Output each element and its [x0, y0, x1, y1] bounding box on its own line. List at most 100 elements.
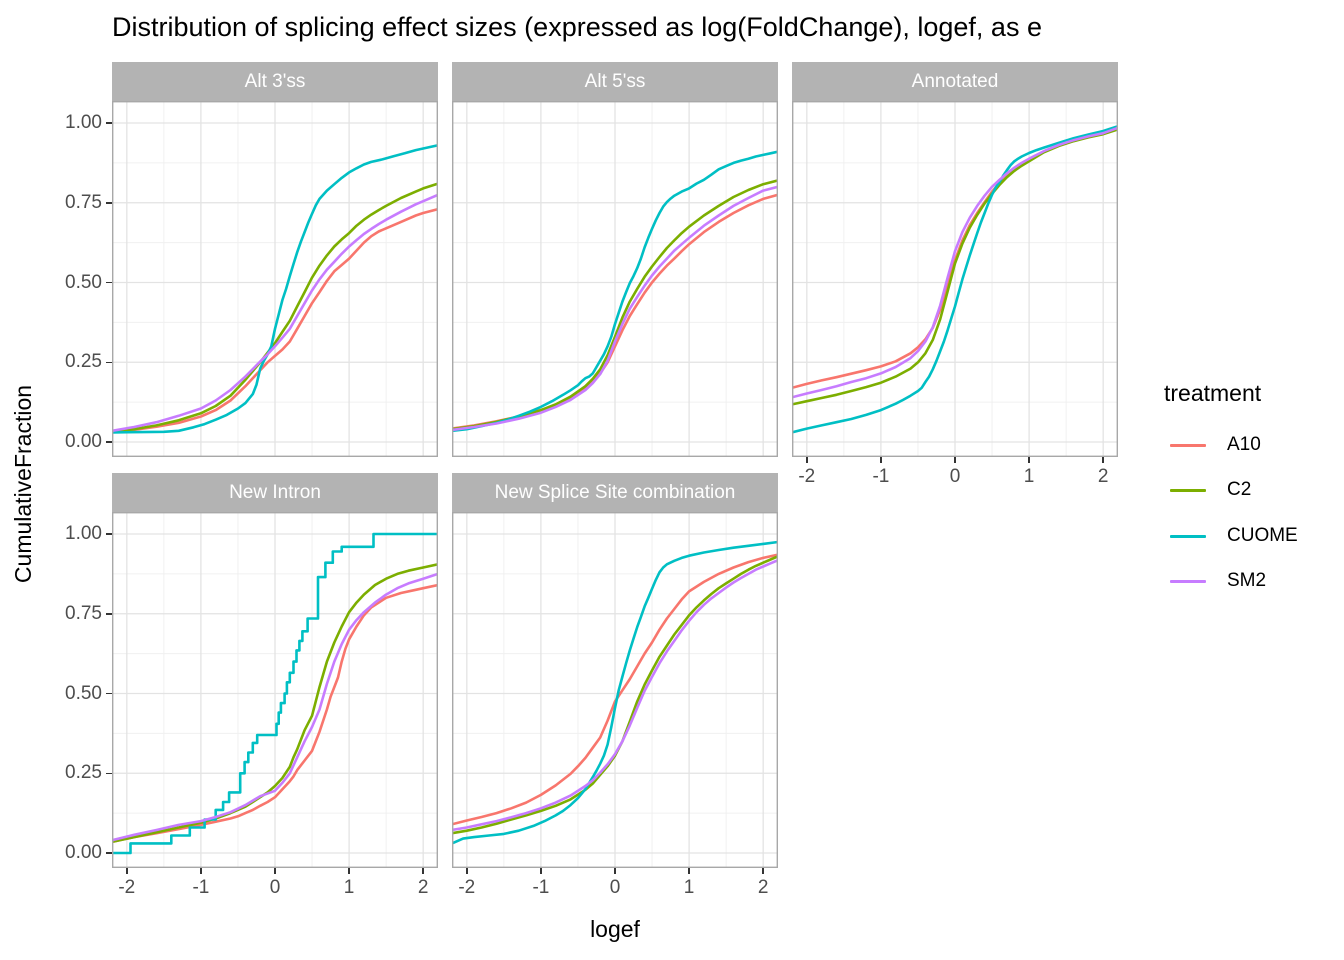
- legend-item-label: SM2: [1227, 570, 1267, 592]
- facet-strip-label: New Intron: [229, 482, 321, 503]
- ecdf-curve-c2: [452, 555, 778, 835]
- facet-strip-label: Annotated: [911, 71, 999, 92]
- y-tick-label: 0.00: [65, 842, 102, 863]
- chart-title: Distribution of splicing effect sizes (e…: [112, 12, 1042, 42]
- y-tick-label: 0.75: [65, 191, 102, 213]
- x-tick-label: 2: [757, 877, 769, 898]
- ecdf-curve-c2: [452, 179, 778, 431]
- y-tick-mark: [106, 533, 112, 535]
- legend-key-line: [1170, 444, 1206, 447]
- ecdf-curve-sm2: [112, 572, 438, 842]
- panel-border: [452, 101, 778, 457]
- legend-item-label: A10: [1227, 434, 1261, 455]
- facet-strip: Alt 5'ss: [452, 62, 778, 101]
- x-tick-mark: [422, 868, 424, 874]
- facet-strip-label: Alt 3'ss: [244, 71, 306, 92]
- y-tick-mark: [106, 772, 112, 774]
- x-tick-label: 0: [269, 877, 281, 898]
- x-tick-mark: [466, 868, 468, 874]
- x-tick-label: 0: [609, 877, 621, 898]
- facet-plot-area: [792, 101, 1118, 457]
- x-tick-label: 0: [949, 466, 961, 487]
- ecdf-curve-cuome: [112, 532, 438, 855]
- ecdf-curve-sm2: [452, 559, 778, 832]
- panel-border: [112, 512, 438, 868]
- x-tick-mark: [688, 868, 690, 874]
- legend-item-sm2: SM2: [1160, 567, 1344, 595]
- facet-plot-area: [112, 512, 438, 868]
- x-tick-label: 2: [417, 877, 429, 898]
- facet-strip: New Splice Site combination: [452, 473, 778, 512]
- x-tick-label: -1: [872, 466, 890, 487]
- ecdf-curve-cuome: [112, 144, 438, 434]
- x-tick-mark: [274, 868, 276, 874]
- facet-plot-area: [452, 512, 778, 868]
- y-tick-mark: [106, 281, 112, 284]
- panel-border: [452, 512, 778, 868]
- x-tick-label: -1: [532, 877, 550, 898]
- x-tick-mark: [126, 868, 128, 874]
- y-tick-mark: [106, 361, 112, 363]
- x-tick-mark: [1028, 457, 1030, 463]
- facet-plot-area: [452, 101, 778, 457]
- y-tick-label: 1.00: [65, 112, 102, 133]
- facet-strip: Alt 3'ss: [112, 62, 438, 101]
- y-tick-label: 0.25: [65, 762, 102, 784]
- x-tick-label: -2: [118, 877, 136, 898]
- facet-strip-label: New Splice Site combination: [494, 482, 736, 503]
- facet-strip-label: Alt 5'ss: [584, 71, 646, 92]
- legend-item-a10: A10: [1160, 431, 1344, 459]
- ecdf-curve-cuome: [792, 124, 1118, 434]
- x-tick-label: -2: [458, 877, 476, 898]
- ecdf-curve-cuome: [452, 150, 778, 433]
- ecdf-curve-a10: [112, 583, 438, 844]
- y-tick-mark: [106, 202, 112, 204]
- panel-border: [792, 101, 1118, 457]
- y-tick-mark: [106, 852, 112, 854]
- x-tick-label: -2: [798, 466, 816, 487]
- legend-item-cuome: CUOME: [1160, 522, 1344, 550]
- x-tick-label: -1: [192, 877, 210, 898]
- x-tick-label: 1: [343, 877, 355, 898]
- x-axis-title: logef: [590, 916, 640, 942]
- legend-key-line: [1170, 489, 1206, 493]
- x-tick-mark: [200, 868, 202, 874]
- ecdf-curve-cuome: [452, 540, 778, 845]
- y-tick-mark: [106, 613, 112, 615]
- x-tick-mark: [1102, 457, 1104, 463]
- facet-strip: Annotated: [792, 62, 1118, 101]
- x-tick-label: 2: [1097, 466, 1109, 487]
- y-tick-label: 0.50: [65, 271, 102, 293]
- x-tick-mark: [954, 457, 956, 463]
- legend-item-label: CUOME: [1227, 524, 1298, 546]
- y-axis-title: CumulativeFraction: [10, 384, 36, 584]
- legend-key-line: [1170, 580, 1206, 584]
- x-tick-mark: [614, 868, 616, 874]
- y-tick-mark: [106, 692, 112, 695]
- legend-title: treatment: [1164, 380, 1262, 406]
- x-tick-label: 1: [1023, 466, 1035, 487]
- x-tick-mark: [348, 868, 350, 874]
- x-tick-mark: [762, 868, 764, 874]
- ecdf-curve-sm2: [792, 126, 1118, 399]
- x-tick-mark: [540, 868, 542, 874]
- legend-item-c2: C2: [1160, 476, 1344, 504]
- facet-strip: New Intron: [112, 473, 438, 512]
- ecdf-curve-a10: [112, 207, 438, 434]
- facet-plot-area: [112, 101, 438, 457]
- y-tick-label: 0.00: [65, 431, 102, 452]
- y-tick-label: 0.50: [65, 682, 102, 704]
- ecdf-curve-sm2: [112, 193, 438, 433]
- ecdf-curve-c2: [112, 182, 438, 434]
- y-tick-label: 0.75: [65, 602, 102, 624]
- y-tick-mark: [106, 441, 112, 443]
- legend-item-label: C2: [1227, 479, 1252, 501]
- x-tick-mark: [880, 457, 882, 463]
- y-tick-label: 0.25: [65, 351, 102, 373]
- y-tick-label: 1.00: [65, 523, 102, 544]
- ecdf-curve-sm2: [452, 185, 778, 432]
- x-tick-label: 1: [683, 877, 695, 898]
- x-tick-mark: [806, 457, 808, 463]
- panel-border: [112, 101, 438, 457]
